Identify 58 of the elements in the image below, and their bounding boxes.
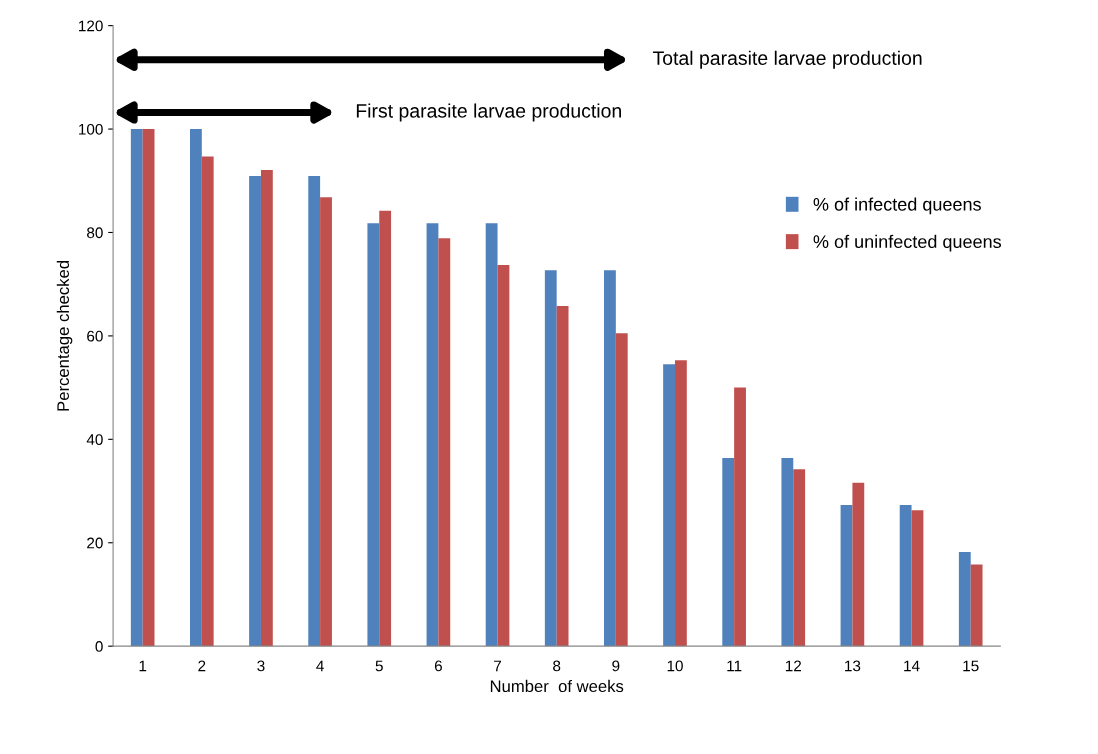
x-tick-label: 7 (494, 660, 502, 672)
x-tick-label: 5 (375, 660, 383, 672)
bar (852, 482, 865, 647)
bar (485, 223, 498, 647)
bar (189, 129, 202, 647)
bar (970, 564, 983, 647)
bar (426, 223, 439, 647)
bar (249, 176, 261, 647)
y-tick-label: 60 (87, 330, 103, 342)
bar (958, 552, 971, 647)
bar (497, 265, 510, 647)
bar (379, 210, 392, 647)
bar (615, 333, 628, 647)
y-tick-label: 0 (95, 641, 103, 652)
bar (130, 129, 143, 647)
x-tick-label: 3 (257, 660, 265, 672)
x-tick-label: 15 (963, 660, 979, 672)
annotation: Total parasite larvae production (652, 50, 922, 69)
y-tick-label: 80 (87, 227, 103, 239)
bar (308, 176, 321, 647)
bar (734, 387, 746, 647)
bar (911, 510, 924, 647)
bar (438, 238, 451, 647)
y-tick-label: 120 (79, 20, 103, 32)
x-tick-label: 9 (612, 660, 620, 672)
y-axis-title: Percentage checked (56, 261, 73, 411)
bar (320, 197, 332, 647)
y-tick-label: 20 (87, 537, 103, 549)
x-tick-label: 1 (139, 660, 147, 672)
bar (556, 305, 569, 647)
x-tick-label: 13 (845, 660, 861, 672)
bar (674, 360, 687, 647)
bar (367, 223, 380, 647)
legend-label: % of uninfected queens (813, 234, 1002, 252)
x-axis-title: Number of weeks (490, 679, 624, 693)
bar (201, 156, 214, 647)
legend-label: % of infected queens (813, 197, 981, 215)
x-tick-label: 14 (904, 660, 920, 672)
bar (781, 457, 794, 647)
annotation: First parasite larvae production (356, 103, 621, 122)
x-tick-label: 12 (785, 660, 801, 672)
bar (899, 505, 912, 647)
x-tick-label: 11 (727, 660, 742, 672)
bar (604, 270, 616, 647)
x-tick-label: 2 (198, 660, 206, 672)
bar (793, 469, 806, 647)
bar (663, 364, 675, 647)
y-tick-label: 40 (86, 434, 103, 446)
y-tick-label: 100 (79, 123, 103, 135)
bar (260, 169, 273, 647)
x-tick-label: 6 (434, 660, 442, 672)
x-tick-label: 8 (553, 660, 561, 672)
x-tick-label: 10 (667, 660, 683, 672)
bar (544, 270, 557, 647)
bar (142, 129, 155, 647)
x-tick-label: 4 (316, 660, 324, 672)
bar (840, 505, 853, 647)
bar (722, 457, 735, 647)
